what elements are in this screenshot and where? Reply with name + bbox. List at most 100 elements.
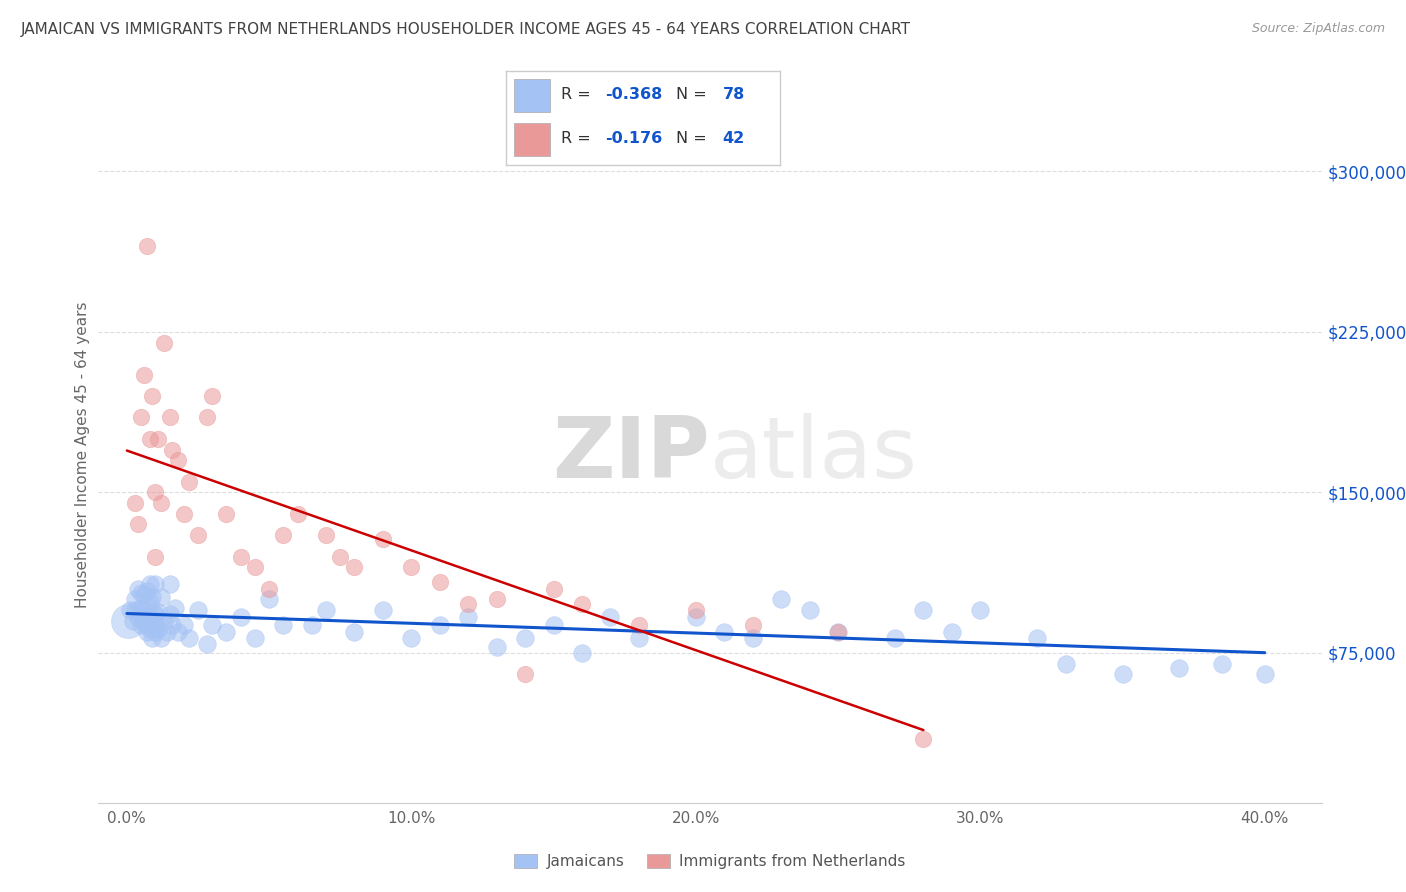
Point	[713, 624, 735, 639]
Point	[179, 631, 201, 645]
Point	[138, 609, 160, 624]
Point	[153, 614, 176, 628]
Text: R =: R =	[561, 87, 596, 102]
Point	[167, 624, 190, 639]
Point	[127, 517, 149, 532]
Point	[138, 623, 160, 637]
Point	[257, 582, 280, 596]
Point	[121, 614, 143, 628]
Point	[143, 549, 166, 564]
Point	[150, 496, 173, 510]
Point	[1168, 661, 1191, 675]
Point	[571, 597, 593, 611]
Point	[571, 646, 593, 660]
Point	[969, 603, 991, 617]
Bar	[515, 123, 550, 156]
Point	[135, 583, 157, 598]
Point	[124, 496, 146, 510]
Point	[627, 631, 650, 645]
Point	[770, 592, 793, 607]
Point	[129, 586, 152, 600]
Point	[201, 389, 224, 403]
Point	[165, 601, 187, 615]
Point	[143, 607, 166, 622]
Text: 78: 78	[723, 87, 745, 102]
Point	[201, 618, 224, 632]
Point	[159, 607, 181, 622]
Point	[117, 614, 139, 628]
Point	[138, 577, 160, 591]
Point	[257, 592, 280, 607]
Point	[485, 592, 508, 607]
Point	[143, 614, 166, 628]
Text: ZIP: ZIP	[553, 413, 710, 497]
Point	[129, 618, 152, 632]
Point	[215, 624, 238, 639]
Point	[371, 533, 394, 547]
Point	[141, 389, 163, 403]
Point	[187, 603, 209, 617]
Point	[457, 597, 479, 611]
Point	[132, 607, 155, 622]
Text: Source: ZipAtlas.com: Source: ZipAtlas.com	[1251, 22, 1385, 36]
Point	[401, 631, 423, 645]
Point	[685, 603, 707, 617]
Y-axis label: Householder Income Ages 45 - 64 years: Householder Income Ages 45 - 64 years	[75, 301, 90, 608]
Point	[741, 631, 763, 645]
Point	[132, 614, 155, 628]
Point	[150, 591, 173, 605]
Point	[187, 528, 209, 542]
Point	[343, 560, 366, 574]
Text: -0.176: -0.176	[605, 131, 662, 146]
Point	[371, 603, 394, 617]
Point	[315, 528, 337, 542]
Point	[173, 507, 195, 521]
Point	[543, 582, 565, 596]
Point	[127, 582, 149, 596]
Point	[135, 624, 157, 639]
Point	[243, 560, 266, 574]
Point	[179, 475, 201, 489]
Point	[195, 410, 218, 425]
Point	[543, 618, 565, 632]
Point	[153, 335, 176, 350]
Point	[124, 603, 146, 617]
Point	[143, 485, 166, 500]
Point	[599, 609, 621, 624]
Point	[229, 549, 252, 564]
Point	[138, 432, 160, 446]
Point	[941, 624, 963, 639]
Point	[1111, 667, 1133, 681]
Point	[143, 624, 166, 639]
Point	[685, 609, 707, 624]
Point	[243, 631, 266, 645]
Bar	[515, 78, 550, 112]
Text: N =: N =	[676, 87, 711, 102]
Point	[401, 560, 423, 574]
Point	[141, 631, 163, 645]
Point	[150, 631, 173, 645]
Point	[124, 592, 146, 607]
Text: R =: R =	[561, 131, 596, 146]
Point	[273, 618, 295, 632]
Point	[162, 618, 184, 632]
Text: atlas: atlas	[710, 413, 918, 497]
Point	[1026, 631, 1049, 645]
Point	[513, 667, 536, 681]
Point	[146, 605, 169, 619]
Point	[195, 637, 218, 651]
Point	[143, 577, 166, 591]
Point	[485, 640, 508, 654]
Point	[799, 603, 821, 617]
Point	[301, 618, 323, 632]
Legend: Jamaicans, Immigrants from Netherlands: Jamaicans, Immigrants from Netherlands	[508, 848, 912, 875]
Point	[132, 368, 155, 382]
Point	[135, 618, 157, 632]
Point	[118, 603, 141, 617]
Point	[156, 624, 179, 639]
Point	[741, 618, 763, 632]
Point	[429, 618, 451, 632]
Point	[135, 239, 157, 253]
Point	[159, 577, 181, 591]
Point	[827, 624, 849, 639]
